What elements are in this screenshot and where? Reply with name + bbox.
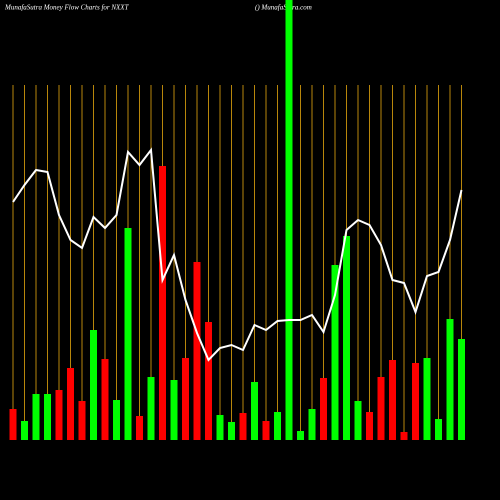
bar [67,368,74,440]
chart-title: MunafaSutra Money Flow Charts for NXXT [4,4,130,12]
bar [400,432,408,440]
bar [435,419,442,440]
bar [377,377,385,440]
bar [147,377,155,440]
bar [44,394,51,440]
bar [331,265,339,440]
bar [239,413,247,440]
bar [423,358,431,440]
bar [32,394,40,440]
bar [343,236,350,440]
bar [285,0,293,440]
bar [354,401,362,440]
money-flow-line [12,147,463,362]
bar [113,400,120,440]
bar [136,416,143,440]
bar [458,339,465,440]
bar [262,421,270,440]
bar [170,380,178,440]
bar [228,422,235,440]
bar [389,360,396,440]
bar [216,415,224,440]
bar [101,359,109,440]
bar [193,262,201,440]
bar [90,330,97,440]
bar [205,322,212,440]
bar [366,412,373,440]
bar [124,228,132,440]
bar [182,358,189,440]
bar [78,401,86,440]
bar [159,166,166,440]
bar [9,409,17,440]
bar [55,390,63,440]
bar [274,412,281,440]
chart-subtitle: () MunafaSutra.com [255,4,312,12]
bar [412,363,419,440]
bar [446,319,454,440]
bar [320,378,327,440]
bar [308,409,316,440]
bar [251,382,258,440]
bar [21,421,28,440]
bar [297,431,304,440]
